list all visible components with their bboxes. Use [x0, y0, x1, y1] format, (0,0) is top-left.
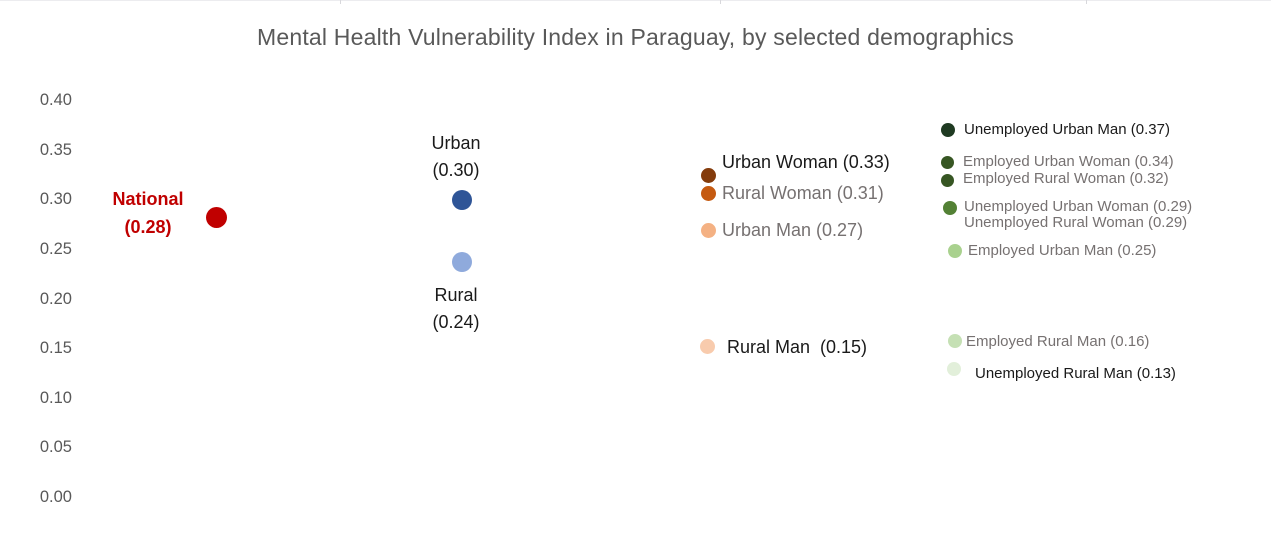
- y-axis-tick-label: 0.10: [39, 388, 72, 407]
- urban-man-dot: [700, 222, 716, 238]
- unemployed-rural-woman-label: Unemployed Rural Woman (0.29): [964, 213, 1188, 231]
- rural-dot: [452, 252, 472, 272]
- top-border-tick: [340, 0, 341, 4]
- employed-urban-woman-dot: [940, 155, 954, 169]
- employed-rural-man-label: Employed Rural Man (0.16): [966, 332, 1150, 350]
- unemployed-urban-man-label: Unemployed Urban Man (0.37): [964, 120, 1170, 138]
- employed-urban-woman-label: Employed Urban Woman (0.34): [963, 152, 1174, 170]
- y-axis-tick-label: 0.35: [39, 140, 72, 159]
- y-axis-tick-label: 0.30: [39, 190, 72, 209]
- urban-woman-label: Urban Woman (0.33): [722, 152, 890, 172]
- unemployed-urban-woman-dot: [943, 201, 957, 215]
- urban-man-label: Urban Man (0.27): [722, 220, 864, 240]
- y-axis-tick-label: 0.20: [39, 289, 72, 308]
- national-label: National (0.28): [112, 189, 184, 237]
- unemployed-rural-man-dot: [947, 362, 961, 376]
- urban-dot: [452, 190, 472, 210]
- employed-urban-man-label: Employed Urban Man (0.25): [968, 241, 1157, 259]
- rural-woman-dot: [700, 185, 716, 201]
- unemployed-urban-woman-label: Unemployed Urban Woman (0.29): [964, 197, 1193, 215]
- y-axis-tick-label: 0.00: [39, 488, 72, 506]
- employed-rural-man-dot: [948, 334, 962, 348]
- y-axis-tick-label: 0.15: [39, 339, 72, 358]
- y-axis-tick-label: 0.40: [39, 91, 72, 109]
- top-border-tick: [1086, 0, 1087, 4]
- chart-title: Mental Health Vulnerability Index in Par…: [256, 24, 1014, 50]
- rural-label: Rural (0.24): [432, 285, 480, 332]
- rural-man-label: Rural Man (0.15): [727, 337, 868, 357]
- rural-woman-label: Rural Woman (0.31): [722, 183, 884, 203]
- y-axis-tick-label: 0.05: [39, 438, 72, 457]
- rural-man-dot: [699, 338, 715, 354]
- urban-woman-dot: [700, 167, 716, 183]
- top-border-line: [0, 0, 1271, 1]
- employed-urban-man-dot: [948, 244, 962, 258]
- national-dot: [205, 206, 227, 228]
- employed-rural-woman-label: Employed Rural Woman (0.32): [963, 169, 1169, 187]
- top-border-tick: [720, 0, 721, 4]
- y-axis-tick-label: 0.25: [39, 239, 72, 258]
- urban-label: Urban (0.30): [431, 133, 481, 180]
- unemployed-urban-man-dot: [941, 123, 955, 137]
- unemployed-rural-man-label: Unemployed Rural Man (0.13): [975, 364, 1176, 382]
- employed-rural-woman-dot: [940, 173, 954, 187]
